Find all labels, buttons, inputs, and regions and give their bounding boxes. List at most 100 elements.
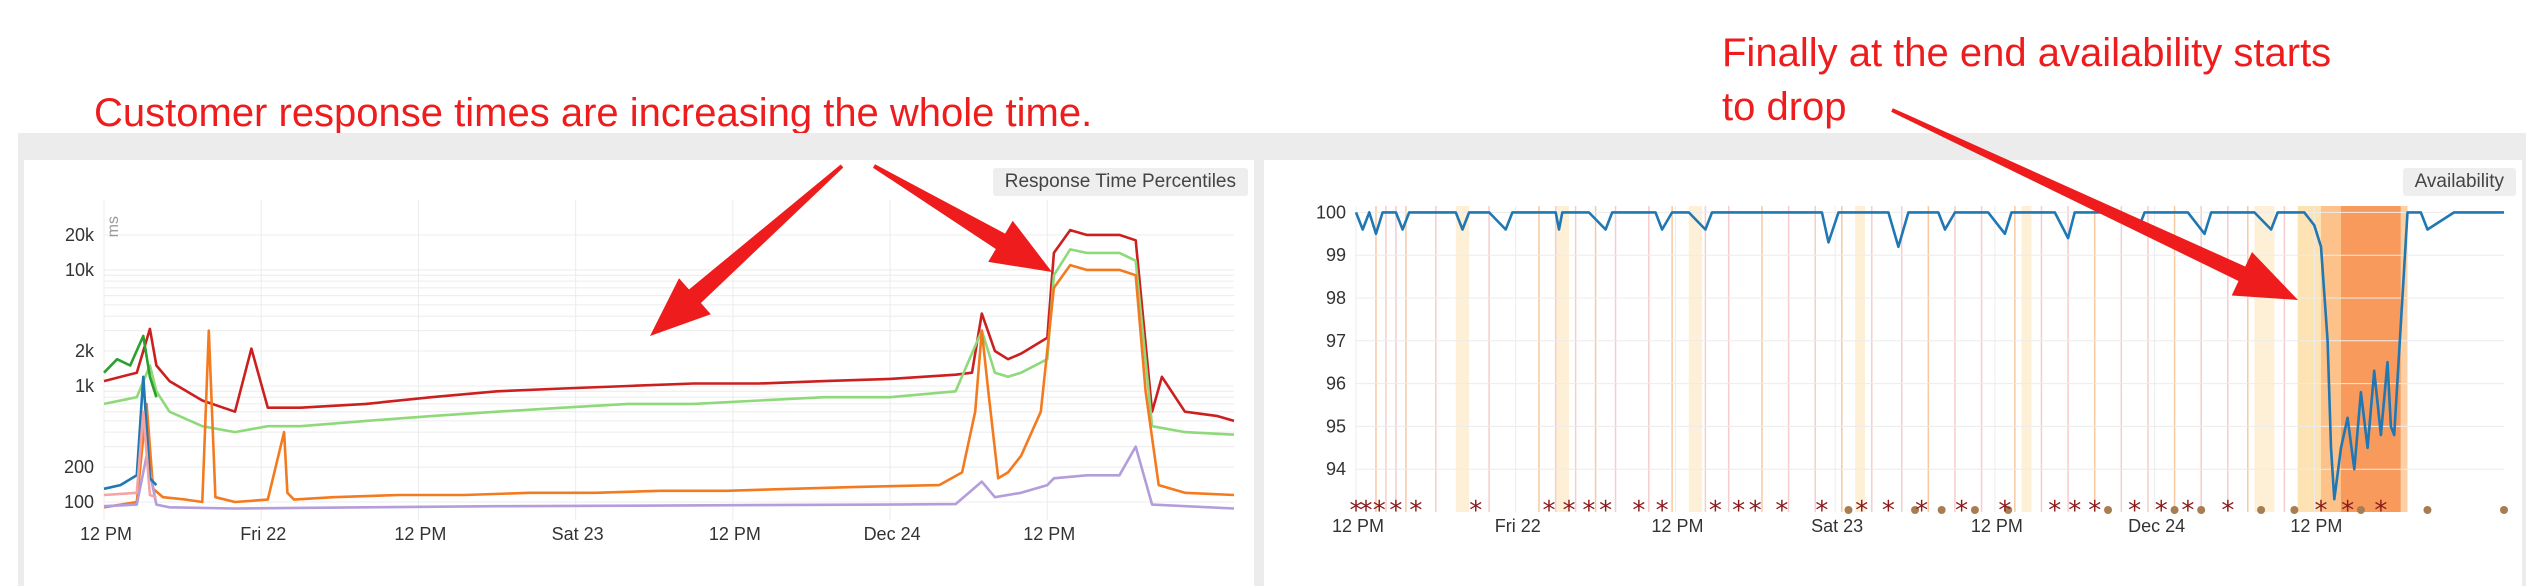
series-line-1 [103, 248, 1235, 436]
event-dot [1844, 506, 1853, 514]
event-dot [2257, 506, 2266, 514]
response-time-chart: 100 200 1k 2k 10k 20k 12 PM Fri 22 12 PM Sat 23 12… [64, 200, 1235, 544]
event-star: * [1855, 496, 1868, 526]
event-star: * [1732, 496, 1745, 526]
y-tick-label: 1k [75, 376, 95, 396]
y-tick-label: 97 [1326, 331, 1346, 351]
y-tick-label: 2k [75, 341, 95, 361]
event-dot [2290, 506, 2299, 514]
alert-band [2297, 206, 2308, 512]
series-line-6 [103, 410, 157, 499]
event-star: * [1955, 496, 1968, 526]
event-star: * [2128, 496, 2141, 526]
event-star: * [1562, 496, 1575, 526]
event-star: * [1656, 496, 1669, 526]
x-tick-label: 12 PM [1332, 516, 1384, 536]
event-star: * [1359, 496, 1372, 526]
annotation-availability-line1: Finally at the end availability starts [1722, 31, 2332, 75]
event-star: * [1542, 496, 1555, 526]
event-star: * [1582, 496, 1595, 526]
event-star: * [1373, 496, 1386, 526]
event-star: * [1998, 496, 2011, 526]
availability-chart: 94 95 96 97 98 99 100 12 PM Fri 22 12 PM Sat 23 12 … [1316, 202, 2508, 536]
series-line-0 [103, 228, 1235, 423]
event-dot [2170, 506, 2179, 514]
event-star: * [1815, 496, 1828, 526]
x-tick-label: Sat 23 [1811, 516, 1863, 536]
alert-band [2400, 206, 2408, 512]
event-star: * [2221, 496, 2234, 526]
annotation-availability: Finally at the end availability starts t… [1722, 26, 2331, 134]
event-dot [1911, 506, 1920, 514]
event-star: * [1389, 496, 1402, 526]
alert-band [1855, 206, 1866, 512]
event-star: * [2181, 496, 2194, 526]
y-tick-label: 200 [64, 457, 94, 477]
event-dot [1970, 506, 1979, 514]
y-tick-label: 95 [1326, 416, 1346, 436]
x-tick-label: 12 PM [1651, 516, 1703, 536]
series-line-2 [103, 263, 1235, 509]
y-tick-label: 100 [64, 492, 94, 512]
annotation-availability-line2: to drop [1722, 85, 1847, 129]
x-tick-label: Dec 24 [2128, 516, 2185, 536]
event-star: * [2048, 496, 2061, 526]
event-star: * [1632, 496, 1645, 526]
event-dot [2423, 506, 2432, 514]
y-tick-label: 98 [1326, 288, 1346, 308]
event-dot [2500, 506, 2508, 514]
event-dot [2356, 506, 2365, 514]
y-tick-label: 20k [65, 225, 95, 245]
alert-band [1555, 206, 1569, 512]
event-dot [1937, 506, 1946, 514]
event-star: * [1350, 496, 1363, 526]
event-star: * [2341, 496, 2354, 526]
y-tick-label: 96 [1326, 374, 1346, 394]
y-tick-label: 10k [65, 260, 95, 280]
event-star: * [1409, 496, 1422, 526]
series-line-5 [103, 334, 158, 398]
y-tick-label: 94 [1326, 459, 1346, 479]
event-dot [2104, 506, 2113, 514]
x-tick-label: 12 PM [2290, 516, 2342, 536]
alert-band [2254, 206, 2275, 512]
alert-band [1688, 206, 1703, 512]
event-star: * [1882, 496, 1895, 526]
event-dot [2197, 506, 2206, 514]
alert-band [2021, 206, 2032, 512]
alert-band [1455, 206, 1470, 512]
event-star: * [2314, 496, 2327, 526]
series-line-4 [103, 375, 158, 491]
x-tick-label: 12 PM [80, 524, 132, 544]
x-tick-label: Sat 23 [552, 524, 604, 544]
y-axis-unit: ms [105, 216, 122, 237]
y-tick-label: 100 [1316, 202, 1346, 222]
event-star: * [1599, 496, 1612, 526]
response-time-panel: 100 200 1k 2k 10k 20k 12 PM Fri 22 12 PM Sat 23 12… [24, 160, 1254, 586]
x-tick-label: Dec 24 [864, 524, 921, 544]
x-tick-label: 12 PM [394, 524, 446, 544]
availability-title: Availability [2402, 168, 2516, 196]
alert-band [2320, 206, 2341, 512]
event-star: * [1469, 496, 1482, 526]
series-line-3 [103, 445, 1235, 510]
x-tick-label: 12 PM [1971, 516, 2023, 536]
event-star: * [1915, 496, 1928, 526]
event-star: * [1709, 496, 1722, 526]
availability-panel: 94 95 96 97 98 99 100 12 PM Fri 22 12 PM Sat 23 12 … [1264, 160, 2522, 586]
event-star: * [2088, 496, 2101, 526]
annotation-response-times: Customer response times are increasing t… [94, 91, 1093, 135]
event-star: * [2374, 496, 2387, 526]
event-dot [2004, 506, 2013, 514]
y-tick-label: 99 [1326, 245, 1346, 265]
response-time-title: Response Time Percentiles [992, 168, 1248, 196]
event-star: * [1775, 496, 1788, 526]
event-star: * [2068, 496, 2081, 526]
event-star: * [1749, 496, 1762, 526]
x-tick-label: 12 PM [1023, 524, 1075, 544]
x-tick-label: Fri 22 [1495, 516, 1541, 536]
event-star: * [2155, 496, 2168, 526]
x-tick-label: 12 PM [709, 524, 761, 544]
alert-band [2340, 206, 2401, 512]
x-tick-label: Fri 22 [240, 524, 286, 544]
